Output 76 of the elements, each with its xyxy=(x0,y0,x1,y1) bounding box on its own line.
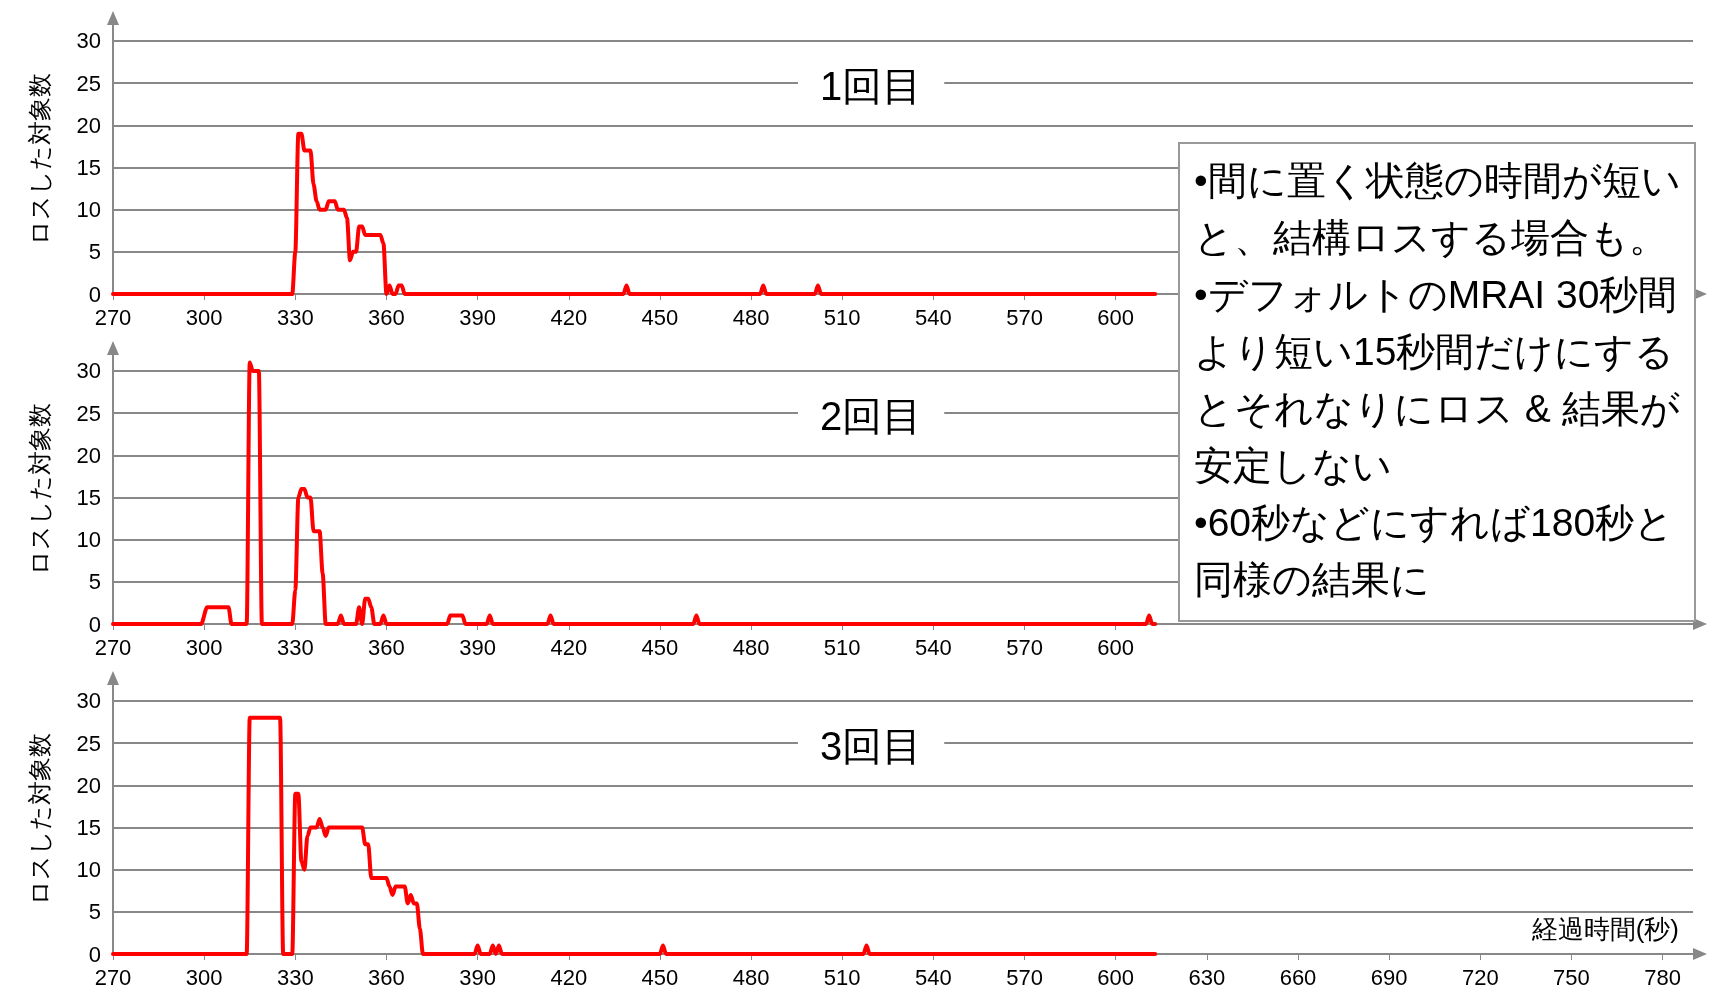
x-tick-label: 510 xyxy=(823,304,861,330)
x-tick-label: 720 xyxy=(1461,964,1499,990)
text: 2回目 xyxy=(820,394,923,438)
x-tick-label: 750 xyxy=(1553,964,1590,990)
y-tick-label: 15 xyxy=(76,814,101,840)
x-axis-title: 経過時間(秒) xyxy=(1530,914,1679,944)
y-tick-label: 15 xyxy=(76,154,101,180)
y-tick-label: 15 xyxy=(76,484,101,510)
x-tick-label: 480 xyxy=(732,634,770,660)
y-tick-label: 10 xyxy=(76,857,101,883)
y-tick-label: 0 xyxy=(88,281,101,307)
text: 3回目 xyxy=(820,724,923,768)
x-tick-label: 630 xyxy=(1188,964,1226,990)
annotation: •60秒などにすれば180秒と同様の結果に xyxy=(1194,500,1676,603)
x-tick-label: 600 xyxy=(1097,634,1135,660)
x-tick-label: 300 xyxy=(185,964,223,990)
y-tick-label: 5 xyxy=(88,569,101,595)
y-tick-label: 25 xyxy=(76,70,101,96)
x-tick-label: 780 xyxy=(1644,964,1681,990)
x-tick-label: 570 xyxy=(1006,304,1043,330)
x-tick-label: 480 xyxy=(732,964,770,990)
x-tick-label: 540 xyxy=(915,304,952,330)
x-tick-label: 300 xyxy=(185,634,223,660)
x-tick-label: 420 xyxy=(550,304,588,330)
annotation: •間に置く状態の時間が短いと、結構ロスする場合も。 xyxy=(1194,158,1682,261)
x-tick-label: 390 xyxy=(459,634,496,660)
y-axis-title: ロスした対象数 xyxy=(25,73,53,245)
x-tick-label: 570 xyxy=(1006,634,1043,660)
line-series xyxy=(111,360,1158,626)
y-tick-label: 5 xyxy=(88,239,101,265)
x-tick-label: 360 xyxy=(368,964,405,990)
annotation: •デフォルトのMRAI 30秒間より短い15秒間だけにするとそれなりにロス & 結果が安定しない xyxy=(1194,272,1681,489)
x-tick-label: 390 xyxy=(459,304,496,330)
y-tick-label: 20 xyxy=(76,112,101,138)
x-tick-label: 360 xyxy=(368,634,405,660)
y-tick-label: 30 xyxy=(76,358,101,384)
x-tick-label: 450 xyxy=(641,304,679,330)
x-tick-label: 390 xyxy=(459,964,496,990)
y-axis-title: ロスした対象数 xyxy=(25,403,53,575)
y-tick-label: 20 xyxy=(76,772,101,798)
x-tick-label: 270 xyxy=(94,304,132,330)
x-tick-label: 510 xyxy=(823,964,861,990)
y-tick-label: 10 xyxy=(76,527,101,553)
y-tick-label: 30 xyxy=(76,688,101,714)
y-tick-label: 0 xyxy=(88,611,101,637)
x-tick-label: 570 xyxy=(1006,964,1043,990)
x-tick-label: 300 xyxy=(185,304,223,330)
y-axis-title: ロスした対象数 xyxy=(25,733,53,905)
line-series xyxy=(111,715,1158,956)
x-tick-label: 600 xyxy=(1097,304,1135,330)
x-tick-label: 330 xyxy=(276,304,314,330)
x-tick-label: 450 xyxy=(641,964,679,990)
x-tick-label: 540 xyxy=(915,634,952,660)
x-tick-label: 690 xyxy=(1370,964,1408,990)
x-tick-label: 660 xyxy=(1279,964,1317,990)
x-tick-label: 330 xyxy=(276,964,314,990)
y-tick-label: 30 xyxy=(76,28,101,54)
x-tick-label: 360 xyxy=(368,304,405,330)
x-tick-label: 270 xyxy=(94,964,132,990)
x-tick-label: 420 xyxy=(550,634,588,660)
y-tick-label: 25 xyxy=(76,400,101,426)
y-tick-label: 0 xyxy=(88,941,101,967)
x-tick-label: 330 xyxy=(276,634,314,660)
y-tick-label: 25 xyxy=(76,730,101,756)
x-tick-label: 600 xyxy=(1097,964,1135,990)
y-tick-label: 5 xyxy=(88,899,101,925)
text: 1回目 xyxy=(820,64,923,108)
x-tick-label: 420 xyxy=(550,964,588,990)
line-series xyxy=(111,131,1158,296)
x-tick-label: 480 xyxy=(732,304,770,330)
x-tick-label: 270 xyxy=(94,634,132,660)
x-tick-label: 450 xyxy=(641,634,679,660)
x-tick-label: 540 xyxy=(915,964,952,990)
y-tick-label: 20 xyxy=(76,442,101,468)
x-tick-label: 510 xyxy=(823,634,861,660)
y-tick-label: 10 xyxy=(76,197,101,223)
